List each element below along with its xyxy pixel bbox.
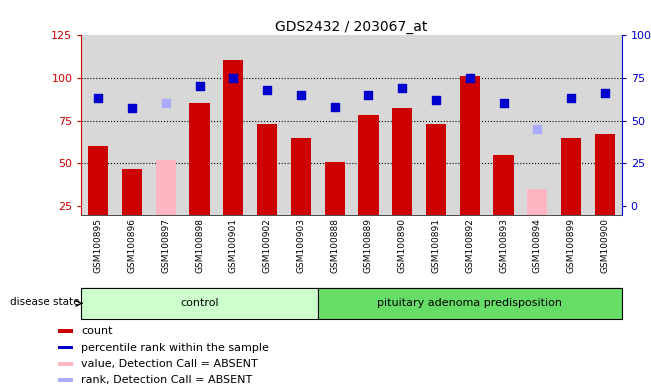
Point [498, 100, 508, 106]
Point [329, 104, 340, 110]
Bar [460, 76, 480, 250]
Text: percentile rank within the sample: percentile rank within the sample [81, 343, 270, 353]
Text: count: count [81, 326, 113, 336]
Point [296, 92, 306, 98]
Point [431, 97, 441, 103]
Text: GSM100899: GSM100899 [566, 218, 575, 273]
Text: GSM100896: GSM100896 [128, 218, 137, 273]
Point [363, 92, 374, 98]
Text: GSM100902: GSM100902 [262, 218, 271, 273]
Text: GSM100894: GSM100894 [533, 218, 542, 273]
Point [566, 95, 576, 101]
Text: control: control [180, 298, 219, 308]
Bar [223, 60, 243, 250]
Text: GSM100893: GSM100893 [499, 218, 508, 273]
Text: GSM100888: GSM100888 [330, 218, 339, 273]
Point [397, 85, 408, 91]
Bar [88, 146, 108, 250]
Point [161, 100, 171, 106]
Point [195, 83, 205, 89]
Point [465, 74, 475, 81]
Text: pituitary adenoma predisposition: pituitary adenoma predisposition [377, 298, 562, 308]
Point [262, 86, 272, 93]
Point [600, 90, 610, 96]
Bar [156, 160, 176, 250]
Bar [122, 169, 142, 250]
Bar [324, 162, 345, 250]
Text: value, Detection Call = ABSENT: value, Detection Call = ABSENT [81, 359, 258, 369]
Bar [81, 288, 318, 319]
Point [228, 74, 238, 81]
Text: GSM100895: GSM100895 [94, 218, 103, 273]
Bar [291, 138, 311, 250]
Bar [189, 103, 210, 250]
Point [93, 95, 104, 101]
Text: GSM100901: GSM100901 [229, 218, 238, 273]
Text: GSM100889: GSM100889 [364, 218, 373, 273]
Bar [392, 108, 412, 250]
Text: GSM100897: GSM100897 [161, 218, 171, 273]
Text: GSM100892: GSM100892 [465, 218, 474, 273]
Bar [493, 155, 514, 250]
Text: GSM100900: GSM100900 [600, 218, 609, 273]
Text: rank, Detection Call = ABSENT: rank, Detection Call = ABSENT [81, 375, 253, 384]
Bar [595, 134, 615, 250]
Bar [527, 189, 547, 250]
Bar [58, 362, 73, 366]
Text: GSM100903: GSM100903 [296, 218, 305, 273]
Bar [426, 124, 446, 250]
Bar [358, 115, 378, 250]
Bar [58, 346, 73, 349]
Text: GSM100898: GSM100898 [195, 218, 204, 273]
Text: GSM100890: GSM100890 [398, 218, 407, 273]
Bar [58, 329, 73, 333]
Bar [58, 379, 73, 382]
Bar [318, 288, 622, 319]
Bar [257, 124, 277, 250]
Text: disease state: disease state [10, 297, 79, 307]
Point [532, 126, 542, 132]
Point [127, 105, 137, 111]
Bar [561, 138, 581, 250]
Text: GSM100891: GSM100891 [432, 218, 441, 273]
Title: GDS2432 / 203067_at: GDS2432 / 203067_at [275, 20, 428, 33]
